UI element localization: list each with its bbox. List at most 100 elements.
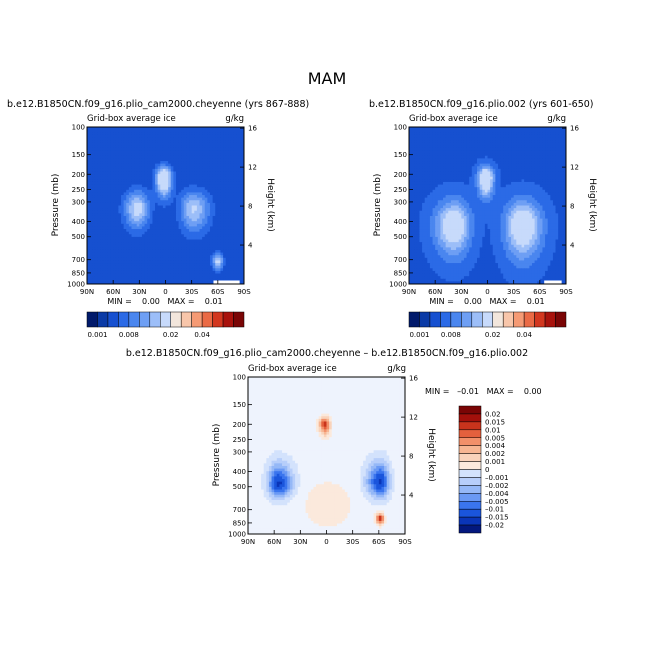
heatmap-cell — [168, 168, 172, 172]
heatmap-cell — [87, 174, 91, 178]
heatmap-cell — [121, 260, 125, 264]
heatmap-cell — [191, 158, 195, 162]
heatmap-cell — [225, 187, 229, 191]
heatmap-cell — [427, 168, 431, 172]
heatmap-cell — [155, 145, 159, 149]
colorbar-swatch — [107, 311, 119, 328]
heatmap-cell — [518, 166, 522, 170]
heatmap-cell — [223, 179, 227, 183]
heatmap-cell — [435, 168, 439, 172]
heatmap-cell — [238, 142, 242, 146]
heatmap-cell — [92, 155, 96, 159]
heatmap-cell — [131, 129, 135, 133]
heatmap-cell — [490, 161, 494, 165]
heatmap-cell — [87, 179, 91, 183]
heatmap-cell — [157, 150, 161, 154]
heatmap-cell — [552, 153, 556, 157]
heatmap-cell — [162, 176, 166, 180]
heatmap-cell — [152, 231, 156, 235]
heatmap-cell — [107, 229, 111, 233]
heatmap-cell — [511, 153, 515, 157]
heatmap-cell — [147, 208, 151, 212]
heatmap-cell — [105, 270, 109, 274]
heatmap-cell — [128, 278, 132, 282]
heatmap-cell — [220, 255, 224, 259]
heatmap-cell — [186, 236, 190, 240]
heatmap-cell — [217, 226, 221, 230]
heatmap-cell — [228, 195, 232, 199]
heatmap-cell — [89, 215, 93, 219]
heatmap-cell — [160, 129, 164, 133]
heatmap-cell — [560, 129, 564, 133]
heatmap-cell — [233, 134, 237, 138]
heatmap-cell — [139, 239, 143, 243]
heatmap-cell — [149, 150, 153, 154]
heatmap-cell — [490, 127, 494, 131]
heatmap-cell — [147, 244, 151, 248]
heatmap-cell — [92, 147, 96, 151]
heatmap-cell — [168, 202, 172, 206]
heatmap-cell — [110, 239, 114, 243]
heatmap-cell — [160, 147, 164, 151]
heatmap-cell — [223, 226, 227, 230]
heatmap-cell — [131, 142, 135, 146]
heatmap-cell — [411, 145, 415, 149]
heatmap-cell — [233, 197, 237, 201]
heatmap-cell — [139, 263, 143, 267]
heatmap-cell — [202, 132, 206, 136]
heatmap-cell — [175, 140, 179, 144]
heatmap-cell — [115, 189, 119, 193]
heatmap-cell — [429, 145, 433, 149]
heatmap-cell — [100, 150, 104, 154]
heatmap-cell — [477, 179, 481, 183]
heatmap-cell — [435, 142, 439, 146]
heatmap-cell — [202, 200, 206, 204]
heatmap-cell — [555, 129, 559, 133]
heatmap-cell — [178, 176, 182, 180]
heatmap-cell — [144, 127, 148, 131]
heatmap-cell — [199, 197, 203, 201]
heatmap-cell — [168, 252, 172, 256]
heatmap-cell — [97, 270, 101, 274]
heatmap-cell — [134, 257, 138, 261]
heatmap-cell — [152, 249, 156, 253]
heatmap-cell — [471, 166, 475, 170]
heatmap-cell — [212, 278, 216, 282]
heatmap-cell — [503, 174, 507, 178]
heatmap-cell — [511, 145, 515, 149]
heatmap-cell — [100, 234, 104, 238]
heatmap-cell — [139, 265, 143, 269]
heatmap-cell — [204, 229, 208, 233]
heatmap-cell — [440, 161, 444, 165]
heatmap-cell — [181, 223, 185, 227]
heatmap-cell — [212, 137, 216, 141]
heatmap-cell — [134, 155, 138, 159]
heatmap-cell — [230, 265, 234, 269]
heatmap-cell — [550, 181, 554, 185]
heatmap-cell — [155, 137, 159, 141]
heatmap-cell — [136, 252, 140, 256]
heatmap-cell — [87, 192, 91, 196]
heatmap-cell — [131, 132, 135, 136]
heatmap-cell — [215, 161, 219, 165]
heatmap-cell — [511, 181, 515, 185]
heatmap-cell — [228, 202, 232, 206]
heatmap-cell — [429, 181, 433, 185]
heatmap-cell — [128, 263, 132, 267]
heatmap-cell — [513, 158, 517, 162]
heatmap-cell — [105, 242, 109, 246]
heatmap-cell — [87, 268, 91, 272]
heatmap-cell — [152, 179, 156, 183]
heatmap-cell — [199, 176, 203, 180]
heatmap-cell — [558, 166, 562, 170]
heatmap-cell — [212, 197, 216, 201]
heatmap-cell — [199, 137, 203, 141]
heatmap-cell — [471, 176, 475, 180]
heatmap-cell — [215, 192, 219, 196]
heatmap-cell — [479, 158, 483, 162]
heatmap-cell — [165, 268, 169, 272]
heatmap-cell — [157, 202, 161, 206]
heatmap-cell — [128, 145, 132, 149]
heatmap-cell — [121, 189, 125, 193]
heatmap-cell — [126, 184, 130, 188]
